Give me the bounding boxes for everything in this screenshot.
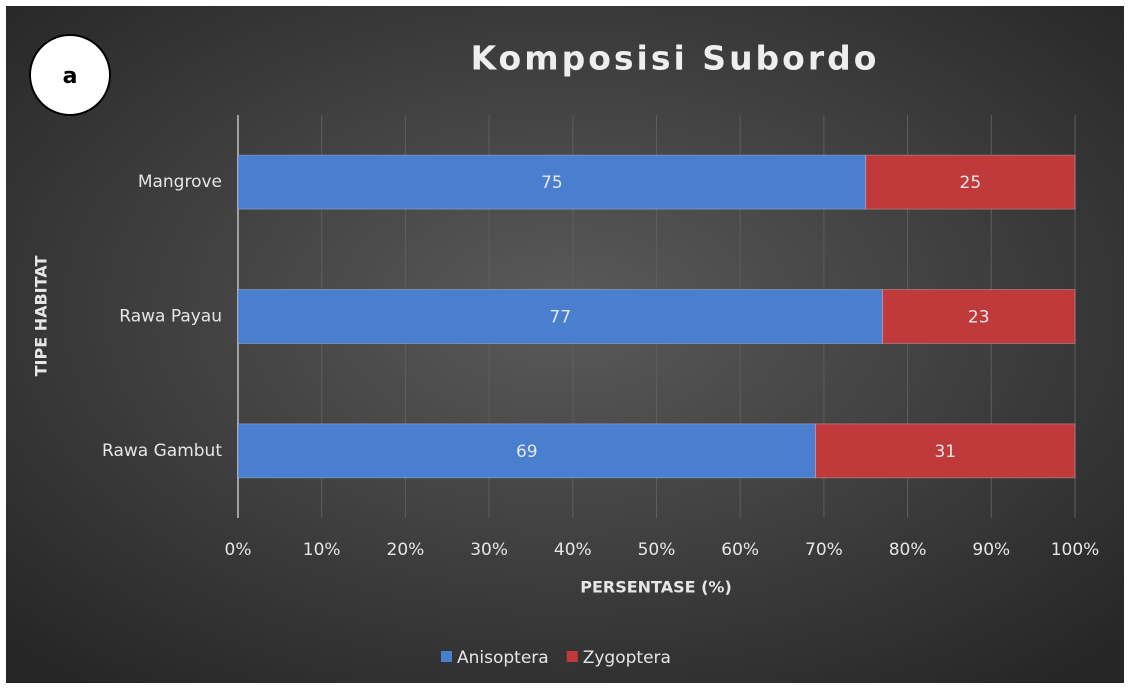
legend-swatch: [441, 651, 452, 662]
data-label: 25: [960, 173, 982, 193]
annotation: a: [63, 64, 78, 89]
y-axis-title: TIPE HABITAT: [32, 256, 51, 377]
x-tick-label: 50%: [638, 540, 676, 560]
x-tick-label: 60%: [721, 540, 759, 560]
data-label: 23: [968, 308, 990, 328]
y-tick-label: Rawa Payau: [119, 307, 222, 327]
x-tick-label: 20%: [387, 540, 425, 560]
data-label: 77: [549, 308, 571, 328]
bar-segment: [237, 289, 883, 344]
x-axis-title: PERSENTASE (%): [580, 578, 732, 597]
bar-segment: [881, 289, 1076, 344]
chart-title: Komposisi Subordo: [471, 39, 880, 78]
legend-label: Anisoptera: [457, 648, 549, 668]
bar-segment: [237, 154, 867, 210]
y-tick-label: Mangrove: [138, 172, 222, 192]
legend-label: Zygoptera: [583, 648, 671, 668]
bar-segment: [865, 154, 1076, 210]
annotation-circle: [29, 34, 111, 116]
chart-background: [4, 4, 1126, 685]
x-tick-label: 10%: [303, 540, 341, 560]
data-label: 69: [516, 442, 538, 462]
bar-segment: [237, 423, 817, 479]
x-tick-label: 80%: [889, 540, 927, 560]
x-tick-label: 70%: [805, 540, 843, 560]
data-label: 31: [934, 442, 956, 462]
x-tick-label: 100%: [1051, 540, 1100, 560]
bar-segment: [815, 423, 1076, 479]
x-tick-label: 0%: [225, 540, 252, 560]
legend-swatch: [566, 651, 578, 662]
x-tick-label: 90%: [972, 540, 1010, 560]
x-tick-label: 40%: [554, 540, 592, 560]
y-tick-label: Rawa Gambut: [102, 441, 222, 461]
x-tick-label: 30%: [470, 540, 508, 560]
data-label: 75: [541, 173, 563, 193]
